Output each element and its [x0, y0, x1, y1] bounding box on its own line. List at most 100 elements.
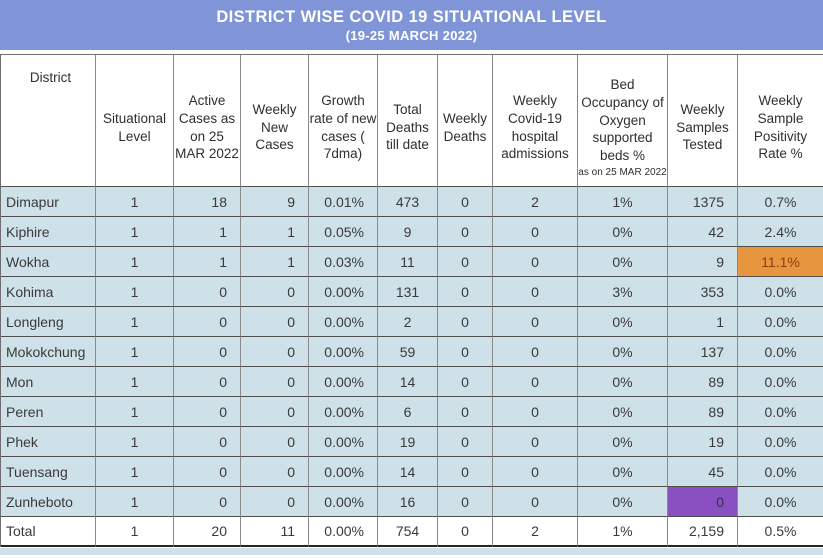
- value-cell: 0: [438, 217, 493, 247]
- value-cell: 0.0%: [738, 307, 823, 337]
- district-cell: Tuensang: [1, 457, 96, 487]
- value-cell: 0.0%: [738, 427, 823, 457]
- value-cell: 1: [96, 307, 174, 337]
- value-cell: 0%: [578, 307, 668, 337]
- table-row: Longleng 1 0 0 0.00% 2 0 0 0% 1 0.0%: [1, 307, 823, 337]
- value-cell: 0: [493, 367, 578, 397]
- value-cell: 1%: [578, 187, 668, 217]
- value-cell: 473: [378, 187, 438, 217]
- value-cell: 0.00%: [309, 427, 378, 457]
- page-title: DISTRICT WISE COVID 19 SITUATIONAL LEVEL: [216, 7, 607, 26]
- table-row: Tuensang 1 0 0 0.00% 14 0 0 0% 45 0.0%: [1, 457, 823, 487]
- column-header: Weekly Samples Tested: [668, 55, 738, 187]
- value-cell: 16: [378, 487, 438, 517]
- value-cell: 0: [241, 397, 309, 427]
- value-cell: 0.00%: [309, 517, 378, 547]
- value-cell: 0: [174, 337, 241, 367]
- value-cell: 0%: [578, 337, 668, 367]
- district-cell: Zunheboto: [1, 487, 96, 517]
- value-cell: 0: [174, 427, 241, 457]
- value-cell: 0: [241, 367, 309, 397]
- value-cell: 0: [241, 487, 309, 517]
- column-header: Total Deaths till date: [378, 55, 438, 187]
- value-cell: 1: [96, 397, 174, 427]
- value-cell: 0.0%: [738, 337, 823, 367]
- value-cell: 3%: [578, 277, 668, 307]
- column-header: Active Cases as on 25 MAR 2022: [174, 55, 241, 187]
- value-cell: 0: [493, 457, 578, 487]
- district-cell: Total: [1, 517, 96, 547]
- value-cell: 0: [438, 247, 493, 277]
- value-cell: 0: [493, 307, 578, 337]
- district-cell: Phek: [1, 427, 96, 457]
- value-cell: 0.00%: [309, 277, 378, 307]
- value-cell: 9: [241, 187, 309, 217]
- value-cell: 1: [241, 217, 309, 247]
- value-cell: 42: [668, 217, 738, 247]
- district-cell: Wokha: [1, 247, 96, 277]
- value-cell: 1: [241, 247, 309, 277]
- value-cell: 59: [378, 337, 438, 367]
- value-cell: 0: [438, 337, 493, 367]
- value-cell: 9: [378, 217, 438, 247]
- value-cell: 2: [493, 517, 578, 547]
- value-cell: 0: [438, 517, 493, 547]
- value-cell: 0: [174, 487, 241, 517]
- value-cell: 14: [378, 367, 438, 397]
- value-cell: 2.4%: [738, 217, 823, 247]
- table-row: Peren 1 0 0 0.00% 6 0 0 0% 89 0.0%: [1, 397, 823, 427]
- value-cell: 89: [668, 367, 738, 397]
- value-cell: 131: [378, 277, 438, 307]
- value-cell: 0.5%: [738, 517, 823, 547]
- value-cell: 0.00%: [309, 487, 378, 517]
- value-cell: 1: [174, 247, 241, 277]
- value-cell: 0: [174, 277, 241, 307]
- value-cell: 1375: [668, 187, 738, 217]
- value-cell: 0: [438, 397, 493, 427]
- table-row: Mon 1 0 0 0.00% 14 0 0 0% 89 0.0%: [1, 367, 823, 397]
- table-row: Dimapur 1 18 9 0.01% 473 0 2 1% 1375 0.7%: [1, 187, 823, 217]
- value-cell: 0: [174, 397, 241, 427]
- value-cell: 45: [668, 457, 738, 487]
- value-cell: 11: [241, 517, 309, 547]
- value-cell: 89: [668, 397, 738, 427]
- value-cell: 0.00%: [309, 337, 378, 367]
- value-cell: 353: [668, 277, 738, 307]
- value-cell: 0: [438, 457, 493, 487]
- value-cell: 0.00%: [309, 457, 378, 487]
- value-cell: 0: [174, 307, 241, 337]
- value-cell: 1: [96, 187, 174, 217]
- value-cell: 1: [96, 517, 174, 547]
- value-cell: 0%: [578, 397, 668, 427]
- value-cell: 0%: [578, 427, 668, 457]
- table-row: Zunheboto 1 0 0 0.00% 16 0 0 0% 0 0.0%: [1, 487, 823, 517]
- value-cell: 0.00%: [309, 307, 378, 337]
- table-row: Total 1 20 11 0.00% 754 0 2 1% 2,159 0.5%: [1, 517, 823, 547]
- value-cell: 0: [241, 277, 309, 307]
- district-cell: Dimapur: [1, 187, 96, 217]
- value-cell: 0: [241, 337, 309, 367]
- value-cell: 0: [438, 187, 493, 217]
- value-cell: 18: [174, 187, 241, 217]
- value-cell: 19: [668, 427, 738, 457]
- value-cell: 0: [493, 337, 578, 367]
- value-cell: 754: [378, 517, 438, 547]
- district-cell: Kiphire: [1, 217, 96, 247]
- column-header: Bed Occupancy of Oxygen supported beds %…: [578, 55, 668, 187]
- column-header: Growth rate of new cases ( 7dma): [309, 55, 378, 187]
- value-cell: 1: [96, 277, 174, 307]
- value-cell: 0: [438, 427, 493, 457]
- header-row: District Situational Level Active Cases as…: [1, 55, 823, 187]
- value-cell: 1: [96, 427, 174, 457]
- value-cell: 1: [668, 307, 738, 337]
- value-cell: 0.0%: [738, 277, 823, 307]
- column-header-note: as on 25 MAR 2022: [578, 166, 667, 178]
- value-cell: 1%: [578, 517, 668, 547]
- district-cell: Mon: [1, 367, 96, 397]
- value-cell: 1: [174, 217, 241, 247]
- value-cell: 0%: [578, 487, 668, 517]
- value-cell: 0.0%: [738, 397, 823, 427]
- value-cell: 0.01%: [309, 187, 378, 217]
- value-cell: 0: [241, 427, 309, 457]
- value-cell: 0: [493, 277, 578, 307]
